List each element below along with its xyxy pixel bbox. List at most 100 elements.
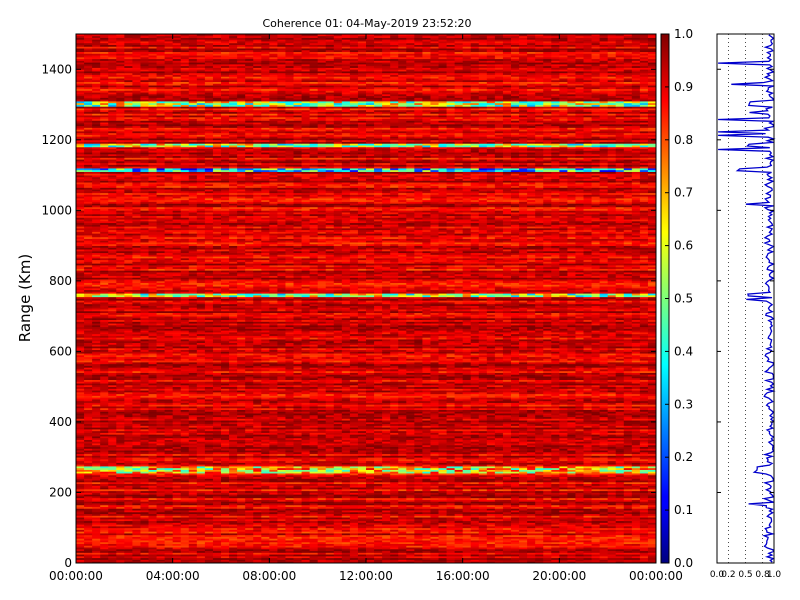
heatmap-cell — [269, 559, 278, 562]
heatmap-cell — [398, 545, 407, 548]
heatmap-cell — [245, 555, 254, 559]
heatmap-cell — [333, 554, 343, 557]
heatmap-cell — [140, 541, 149, 544]
heatmap-cell — [567, 543, 576, 546]
heatmap-cell — [446, 550, 456, 553]
heatmap-cell — [446, 557, 456, 560]
heatmap-cell — [486, 538, 496, 541]
heatmap-cell — [140, 552, 149, 555]
heatmap-cell — [84, 541, 93, 544]
heatmap-cell — [333, 547, 343, 550]
heatmap-cell — [615, 554, 625, 557]
heatmap-cell — [317, 561, 327, 564]
heatmap-cell — [212, 541, 222, 544]
heatmap-cell — [519, 547, 528, 550]
heatmap-cell — [575, 559, 584, 562]
heatmap-cell — [293, 557, 302, 560]
heatmap-cell — [349, 538, 359, 541]
heatmap-cell — [221, 547, 230, 550]
heatmap-cell — [607, 550, 617, 553]
heatmap-cell — [639, 552, 649, 555]
heatmap-cell — [454, 545, 464, 548]
heatmap-cell — [615, 538, 625, 541]
heatmap-cell — [470, 543, 480, 546]
heatmap-cell — [527, 555, 536, 559]
heatmap-cell — [462, 540, 472, 543]
heatmap-cell — [212, 559, 222, 562]
heatmap-cell — [567, 557, 576, 560]
heatmap-cell — [559, 548, 568, 552]
heatmap-cell — [583, 538, 592, 541]
heatmap-cell — [502, 561, 512, 564]
heatmap-cell — [164, 547, 174, 550]
heatmap-cell — [317, 555, 327, 559]
heatmap-cell — [647, 538, 657, 541]
heatmap-cell — [221, 541, 230, 544]
heatmap-cell — [511, 547, 520, 550]
heatmap-cell — [357, 557, 367, 560]
heatmap-cell — [245, 541, 254, 544]
heatmap-cell — [148, 543, 157, 546]
heatmap-cell — [470, 541, 480, 544]
heatmap-cell — [543, 552, 552, 555]
heatmap-cell — [357, 547, 367, 550]
heatmap-cell — [132, 541, 141, 544]
heatmap-cell — [196, 557, 206, 560]
heatmap-cell — [221, 550, 230, 553]
heatmap-cell — [245, 552, 254, 555]
heatmap-cell — [414, 559, 423, 562]
heatmap-cell — [615, 559, 625, 562]
heatmap-cell — [470, 561, 480, 564]
heatmap-cell — [454, 548, 464, 552]
heatmap-cell — [164, 552, 174, 555]
heatmap-cell — [245, 543, 254, 546]
heatmap-cell — [92, 554, 101, 557]
heatmap-cell — [204, 538, 214, 541]
heatmap-cell — [607, 561, 617, 564]
heatmap-cell — [293, 555, 302, 559]
heatmap-cell — [631, 550, 641, 553]
heatmap-cell — [269, 547, 278, 550]
heatmap-cell — [406, 540, 415, 543]
heatmap-cell — [269, 550, 278, 553]
heatmap-cell — [333, 545, 343, 548]
heatmap-cell — [366, 550, 375, 553]
heatmap-cell — [309, 561, 319, 564]
heatmap-cell — [559, 541, 568, 544]
heatmap-cell — [253, 555, 262, 559]
heatmap-cell — [382, 547, 391, 550]
heatmap-cell — [212, 545, 222, 548]
heatmap-cell — [374, 561, 383, 564]
heatmap-cell — [486, 557, 496, 560]
heatmap-cell — [519, 550, 528, 553]
heatmap-cell — [607, 540, 617, 543]
heatmap-cell — [124, 554, 133, 557]
heatmap-cell — [253, 545, 262, 548]
heatmap-cell — [430, 540, 439, 543]
heatmap-cell — [454, 543, 464, 546]
heatmap-cell — [430, 561, 439, 564]
heatmap-cell — [341, 547, 351, 550]
heatmap-cell — [108, 541, 117, 544]
heatmap-cell — [462, 554, 472, 557]
heatmap-cell — [478, 557, 488, 560]
heatmap-cell — [366, 538, 375, 541]
heatmap-cell — [623, 555, 633, 559]
heatmap-cell — [188, 543, 198, 546]
heatmap-cell — [253, 559, 262, 562]
heatmap-cell — [414, 547, 423, 550]
heatmap-cell — [277, 536, 286, 539]
heatmap-cell — [543, 559, 552, 562]
heatmap-cell — [494, 550, 504, 553]
heatmap-cell — [132, 545, 141, 548]
heatmap-cell — [422, 557, 431, 560]
heatmap-cell — [156, 550, 166, 553]
heatmap-cell — [261, 543, 270, 546]
heatmap-cell — [204, 536, 214, 539]
heatmap-cell — [422, 547, 431, 550]
heatmap-cell — [221, 559, 230, 562]
heatmap-cell — [519, 552, 528, 555]
heatmap-cell — [156, 557, 166, 560]
heatmap-cell — [527, 540, 536, 543]
heatmap-cell — [519, 561, 528, 564]
